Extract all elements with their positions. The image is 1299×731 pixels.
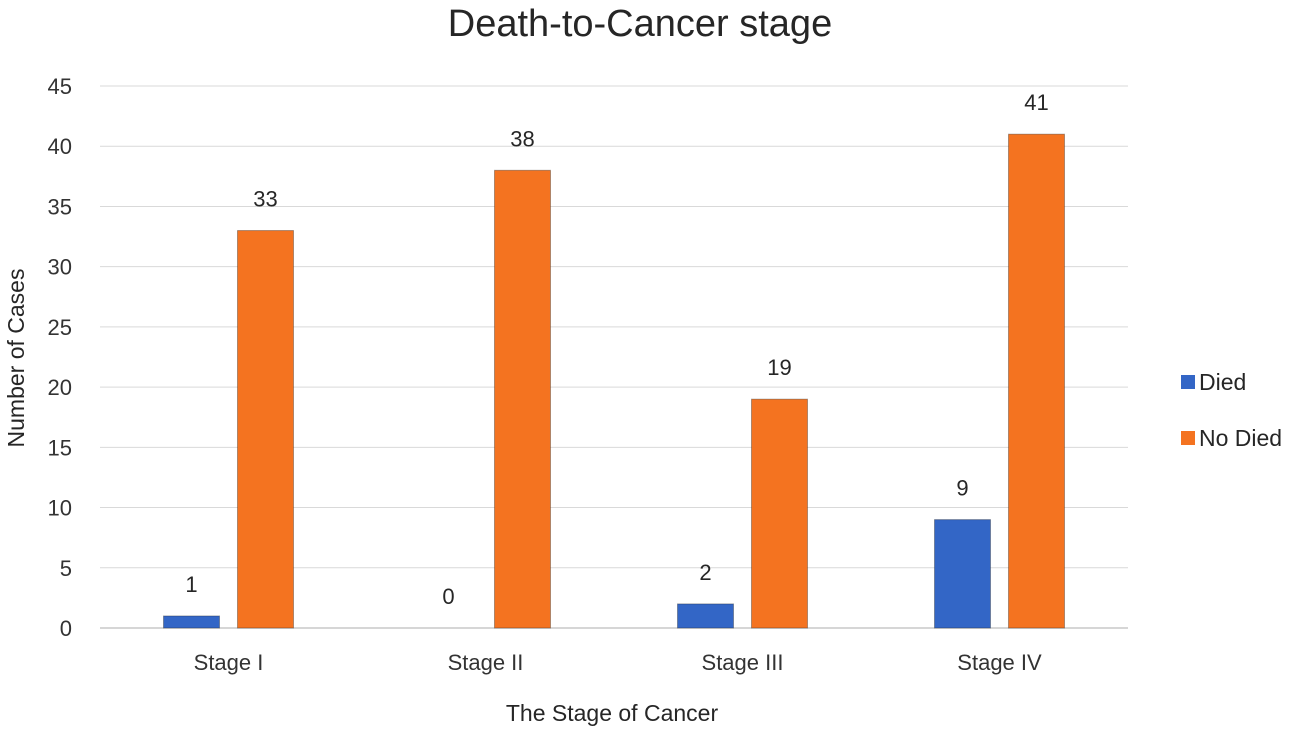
bar-died bbox=[163, 615, 220, 629]
legend-label: Died bbox=[1199, 369, 1246, 395]
data-label: 38 bbox=[510, 126, 534, 151]
bars bbox=[163, 133, 1065, 629]
legend: Died No Died bbox=[1181, 369, 1282, 451]
bar-died bbox=[934, 519, 991, 629]
legend-swatch bbox=[1181, 375, 1195, 389]
y-axis-ticks: 0 5 10 15 20 25 30 35 40 45 bbox=[48, 74, 72, 641]
y-tick-label: 5 bbox=[60, 556, 72, 581]
y-tick-label: 20 bbox=[48, 375, 72, 400]
y-tick-label: 25 bbox=[48, 315, 72, 340]
x-tick-label: Stage II bbox=[448, 650, 524, 675]
y-tick-label: 30 bbox=[48, 255, 72, 280]
bar-no-died bbox=[751, 398, 808, 629]
bar-no-died bbox=[237, 230, 294, 629]
legend-label: No Died bbox=[1199, 425, 1282, 451]
y-tick-label: 40 bbox=[48, 134, 72, 159]
x-tick-label: Stage III bbox=[702, 650, 784, 675]
y-axis-title: Number of Cases bbox=[3, 269, 29, 448]
bar-no-died bbox=[1008, 133, 1065, 629]
data-labels: 1 33 0 38 2 19 9 41 bbox=[185, 90, 1048, 609]
y-tick-label: 0 bbox=[60, 616, 72, 641]
bar-died bbox=[677, 603, 734, 629]
data-label: 9 bbox=[956, 476, 968, 501]
x-tick-label: Stage I bbox=[194, 650, 264, 675]
chart-title: Death-to-Cancer stage bbox=[448, 3, 832, 45]
data-label: 41 bbox=[1024, 90, 1048, 115]
y-tick-label: 10 bbox=[48, 496, 72, 521]
x-axis-title: The Stage of Cancer bbox=[506, 700, 719, 726]
data-label: 33 bbox=[253, 187, 277, 212]
y-tick-label: 35 bbox=[48, 194, 72, 219]
data-label: 2 bbox=[699, 560, 711, 585]
y-tick-label: 45 bbox=[48, 74, 72, 99]
legend-swatch bbox=[1181, 431, 1195, 445]
x-tick-label: Stage IV bbox=[957, 650, 1042, 675]
data-label: 0 bbox=[442, 584, 454, 609]
data-label: 1 bbox=[185, 572, 197, 597]
bar-no-died bbox=[494, 169, 551, 629]
x-axis-ticks: Stage I Stage II Stage III Stage IV bbox=[194, 650, 1042, 675]
data-label: 19 bbox=[767, 355, 791, 380]
y-tick-label: 15 bbox=[48, 435, 72, 460]
